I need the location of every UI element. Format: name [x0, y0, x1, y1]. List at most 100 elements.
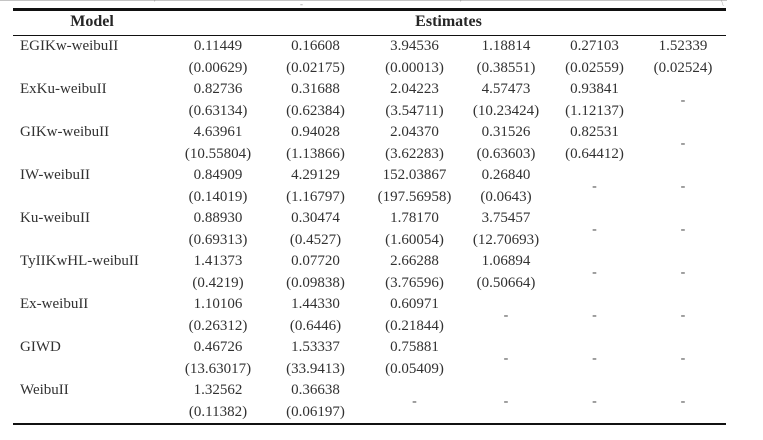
missing-value-cell: -	[680, 135, 686, 151]
estimate-cell: 4.57473 (10.23424)	[463, 79, 549, 122]
estimate-stderr: (12.70693)	[472, 231, 540, 248]
estimate-stderr: (0.06197)	[286, 403, 345, 420]
missing-value-cell: -	[592, 307, 597, 323]
missing-value-cell: -	[680, 393, 686, 409]
estimate-value: 0.26840	[481, 167, 531, 183]
model-name-cell: GIWD	[20, 339, 61, 355]
estimate-stderr: (197.56958)	[377, 188, 452, 205]
estimate-stderr: (1.16797)	[286, 188, 345, 205]
estimate-value: 0.82531	[570, 124, 619, 140]
estimate-value: 0.94028	[291, 124, 340, 140]
estimate-cell: 0.16608 (0.02175)	[265, 36, 366, 80]
model-name-cell: Ex-weibuII	[20, 296, 89, 312]
estimate-cell: 0.27103 (0.02559)	[549, 36, 640, 80]
table-row: WeibuII 1.32562 (0.11382) 0.36638 (0.06197) -…	[13, 380, 726, 424]
estimate-value: 1.18814	[481, 38, 531, 54]
model-name-cell: GIKw-weibuII	[20, 124, 110, 140]
estimate-cell: 1.78170 (1.60054)	[366, 208, 463, 251]
estimate-cell: 0.31688 (0.62384)	[265, 79, 366, 122]
estimate-stderr: (1.12137)	[565, 102, 624, 119]
estimate-stderr: (3.76596)	[385, 274, 444, 291]
estimate-stderr: (1.13866)	[286, 145, 345, 162]
estimate-cell: 0.30474 (0.4527)	[265, 208, 366, 251]
missing-value-cell: -	[680, 178, 686, 194]
estimate-stderr: (13.63017)	[184, 360, 252, 377]
missing-value-cell: -	[680, 92, 686, 108]
paper-table-crop: Model Estimates EGIKw-weibuII 0.11449 (0.0…	[13, 8, 726, 425]
estimate-stderr: (0.6446)	[289, 317, 342, 334]
table-row: GIWD 0.46726 (13.63017) 1.53337 (33.9413) 0.7…	[13, 337, 726, 380]
estimate-cell: 1.44330 (0.6446)	[265, 294, 366, 337]
model-name-cell: IW-weibuII	[20, 167, 90, 183]
estimate-value: 1.10106	[193, 296, 243, 312]
estimate-value: 0.07720	[291, 253, 340, 269]
model-name-cell: EGIKw-weibuII	[20, 38, 119, 54]
missing-value-cell: -	[680, 264, 686, 280]
missing-value-cell: -	[592, 350, 597, 366]
estimate-cell: 0.60971 (0.21844)	[366, 294, 463, 337]
estimate-value: 1.52339	[658, 38, 708, 54]
estimate-stderr: (0.4527)	[289, 231, 342, 248]
estimate-value: 152.03867	[382, 167, 447, 183]
table-row: ExKu-weibuII 0.82736 (0.63134) 0.31688 (0.62…	[13, 79, 726, 122]
model-name-cell: TyIIKwHL-weibuII	[20, 253, 139, 269]
estimate-cell: 1.53337 (33.9413)	[265, 337, 366, 380]
estimate-stderr: (3.62283)	[385, 145, 444, 162]
estimate-value: 0.84909	[193, 167, 243, 183]
estimate-stderr: (0.0643)	[480, 188, 532, 205]
estimate-value: 1.78170	[390, 210, 439, 226]
table-row: Ku-weibuII 0.88930 (0.69313) 0.30474 (0.4527…	[13, 208, 726, 251]
estimate-value: 1.06894	[481, 253, 531, 269]
estimate-cell: 4.63961 (10.55804)	[171, 122, 265, 165]
estimate-cell: 3.75457 (12.70693)	[463, 208, 549, 251]
table-row: GIKw-weibuII 4.63961 (10.55804) 0.94028 (1.1…	[13, 122, 726, 165]
missing-value-cell: -	[680, 221, 686, 237]
estimate-value: 0.31526	[481, 124, 531, 140]
estimate-cell: 0.93841 (1.12137)	[549, 79, 640, 122]
scan-artifact-mark: '	[460, 0, 462, 8]
model-estimates-table: Model Estimates EGIKw-weibuII 0.11449 (0.0…	[13, 8, 726, 425]
estimate-value: 3.94536	[390, 38, 439, 54]
model-name-cell: WeibuII	[20, 382, 69, 398]
estimate-stderr: (10.23424)	[472, 102, 540, 119]
estimate-value: 0.82736	[193, 81, 243, 97]
estimate-cell: 152.03867 (197.56958)	[366, 165, 463, 208]
estimate-value: 0.93841	[570, 81, 619, 97]
estimate-stderr: (3.54711)	[385, 102, 444, 119]
missing-value-cell: -	[592, 178, 597, 194]
estimate-cell: 2.04370 (3.62283)	[366, 122, 463, 165]
missing-value-cell: -	[592, 393, 597, 409]
estimate-stderr: (0.00629)	[188, 59, 248, 76]
table-header-row: Model Estimates	[13, 9, 726, 36]
missing-value-cell: -	[503, 350, 509, 366]
estimate-cell: 1.41373 (0.4219)	[171, 251, 265, 294]
estimate-value: 0.75881	[390, 339, 439, 355]
estimate-stderr: (0.69313)	[188, 231, 248, 248]
column-header-model: Model	[13, 9, 171, 36]
missing-value-cell: -	[680, 307, 686, 323]
estimate-value: 0.27103	[570, 38, 619, 54]
estimate-stderr: (0.38551)	[476, 59, 536, 76]
estimate-value: 4.29129	[291, 167, 340, 183]
crop-edge-hairline	[0, 0, 727, 1]
missing-value-cell: -	[503, 393, 509, 409]
estimate-cell: 2.66288 (3.76596)	[366, 251, 463, 294]
estimate-cell: 0.26840 (0.0643)	[463, 165, 549, 208]
estimate-stderr: (0.02524)	[653, 59, 713, 76]
estimate-cell: 1.32562 (0.11382)	[171, 380, 265, 424]
table-row: Ex-weibuII 1.10106 (0.26312) 1.44330 (0.6446…	[13, 294, 726, 337]
estimate-cell: 0.31526 (0.63603)	[463, 122, 549, 165]
estimate-cell: 1.52339 (0.02524)	[640, 36, 726, 80]
estimate-stderr: (0.63603)	[476, 145, 536, 162]
estimate-value: 2.04370	[390, 124, 439, 140]
estimate-value: 0.31688	[291, 81, 340, 97]
estimate-stderr: (1.60054)	[385, 231, 444, 248]
table-row: IW-weibuII 0.84909 (0.14019) 4.29129 (1.1679…	[13, 165, 726, 208]
estimate-stderr: (0.21844)	[385, 317, 444, 334]
estimate-stderr: (0.05409)	[385, 360, 444, 377]
estimate-cell: 0.82736 (0.63134)	[171, 79, 265, 122]
estimate-stderr: (0.02559)	[565, 59, 624, 76]
estimate-stderr: (0.14019)	[188, 188, 248, 205]
estimate-value: 0.46726	[193, 339, 243, 355]
estimate-cell: 0.07720 (0.09838)	[265, 251, 366, 294]
